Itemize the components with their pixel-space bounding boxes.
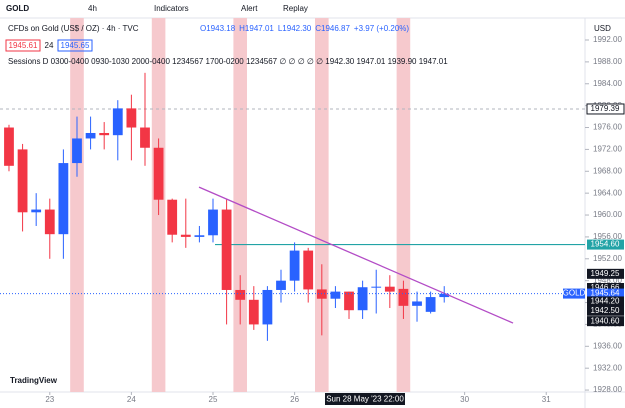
- price-tag: [587, 316, 624, 327]
- price-tag-label: 1940.60: [591, 316, 620, 325]
- x-tick-label: 23: [45, 395, 54, 404]
- price-tag: [586, 103, 625, 115]
- candle-body: [99, 132, 110, 136]
- candle-body: [384, 286, 395, 292]
- price-tag-label: 1954.60: [591, 240, 620, 249]
- alert-button[interactable]: Alert: [241, 4, 258, 13]
- candle-body: [17, 149, 28, 213]
- legend-value: L1942.30: [278, 24, 312, 33]
- price-tag-label: 1945.64: [591, 289, 620, 298]
- y-tick-label: 1988.00: [593, 57, 622, 66]
- replay-button[interactable]: Replay: [283, 4, 308, 13]
- y-tick-label: 1968.00: [593, 166, 622, 175]
- x-tick-label: 24: [127, 395, 136, 404]
- price-tag-label: 1942.50: [591, 306, 620, 315]
- candle-body: [221, 209, 232, 290]
- x-tick-label: 25: [209, 395, 218, 404]
- bid-box[interactable]: [5, 39, 41, 52]
- candle-body: [4, 127, 14, 166]
- price-tag: [587, 282, 624, 293]
- price-tag: [587, 305, 624, 316]
- y-tick-label: 1964.00: [593, 188, 622, 197]
- x-tick-label: 31: [542, 395, 551, 404]
- symbol[interactable]: GOLD: [6, 4, 29, 13]
- price-tag: [587, 239, 624, 250]
- price-tag-label: 1944.20: [591, 297, 620, 306]
- y-tick-label: 1948.00: [593, 276, 622, 285]
- symbol-tag: [563, 288, 585, 299]
- legend-name: CFDs on Gold (US$ / OZ) · 4h · TVC: [8, 24, 139, 33]
- price-tag: [587, 288, 624, 299]
- candle-body: [344, 291, 354, 311]
- y-tick-label: 1936.00: [593, 341, 622, 350]
- candle-body: [180, 234, 191, 237]
- y-tick-label: 1992.00: [593, 35, 622, 44]
- candle-body: [398, 288, 409, 306]
- price-tag-label: 1949.25: [591, 269, 620, 278]
- candle-body: [126, 108, 137, 128]
- y-tick-label: 1984.00: [593, 79, 622, 88]
- candle-body: [289, 250, 300, 281]
- crosshair-label: Sun 28 May '23 22:00: [326, 395, 404, 404]
- candle-body: [72, 138, 82, 164]
- bid[interactable]: 1945.61: [9, 41, 38, 50]
- crosshair-label-box: [325, 393, 405, 405]
- y-tick-label: 1956.00: [593, 232, 622, 241]
- candle-body: [85, 132, 96, 139]
- symbol-tag-label: GOLD: [563, 289, 586, 298]
- sessions-legend: Sessions D 0300-0400 0930-1030 2000-0400…: [8, 57, 448, 66]
- indicators-button[interactable]: Indicators: [154, 4, 189, 13]
- candle-body: [153, 147, 164, 200]
- candle-body: [262, 289, 273, 325]
- x-tick-label: 26: [290, 395, 299, 404]
- plot: [0, 18, 585, 392]
- legend-value: O1943.18: [200, 24, 236, 33]
- logo: TradingView: [10, 376, 58, 385]
- session-band: [70, 18, 84, 392]
- interval[interactable]: 4h: [88, 4, 97, 13]
- currency[interactable]: USD: [594, 24, 611, 33]
- price-tag: [587, 296, 624, 307]
- candle-body: [208, 209, 218, 236]
- candle-body: [371, 286, 382, 288]
- candle-body: [140, 127, 150, 148]
- y-tick-label: 1972.00: [593, 145, 622, 154]
- ask-box[interactable]: [57, 39, 93, 52]
- y-tick-label: 1976.00: [593, 123, 622, 132]
- candle-body: [194, 235, 205, 237]
- session-band: [396, 18, 411, 392]
- spread: 24: [45, 41, 54, 50]
- y-tick-label: 1960.00: [593, 210, 622, 219]
- y-tick-label: 1928.00: [593, 385, 622, 394]
- candle-body: [276, 280, 286, 290]
- y-tick-label: 1952.00: [593, 254, 622, 263]
- price-tag: [587, 268, 624, 279]
- trend-line: [198, 186, 514, 324]
- candle-body: [303, 250, 314, 290]
- legend-value: C1946.87: [315, 24, 350, 33]
- legend-value: +3.97 (+0.20%): [354, 24, 409, 33]
- session-band: [315, 18, 329, 392]
- price-tag-label: 1946.66: [591, 283, 620, 292]
- candle-body: [357, 287, 368, 311]
- toolbar: [0, 0, 625, 18]
- y-tick-label: 1932.00: [593, 363, 622, 372]
- ask[interactable]: 1945.65: [61, 41, 90, 50]
- candle-body: [167, 199, 178, 235]
- candle-body: [248, 299, 259, 325]
- candle-body: [112, 108, 123, 136]
- candle-body: [31, 209, 42, 213]
- candle-body: [425, 297, 436, 312]
- candle-body: [330, 291, 341, 299]
- candle-body: [439, 293, 450, 298]
- candle-body: [235, 289, 246, 300]
- legend-value: H1947.01: [239, 24, 274, 33]
- candle-body: [412, 301, 422, 306]
- price-tag-label: 1979.39: [591, 104, 620, 113]
- candle-body: [44, 209, 55, 235]
- candle-body: [58, 163, 69, 235]
- x-tick-label: 30: [460, 395, 469, 404]
